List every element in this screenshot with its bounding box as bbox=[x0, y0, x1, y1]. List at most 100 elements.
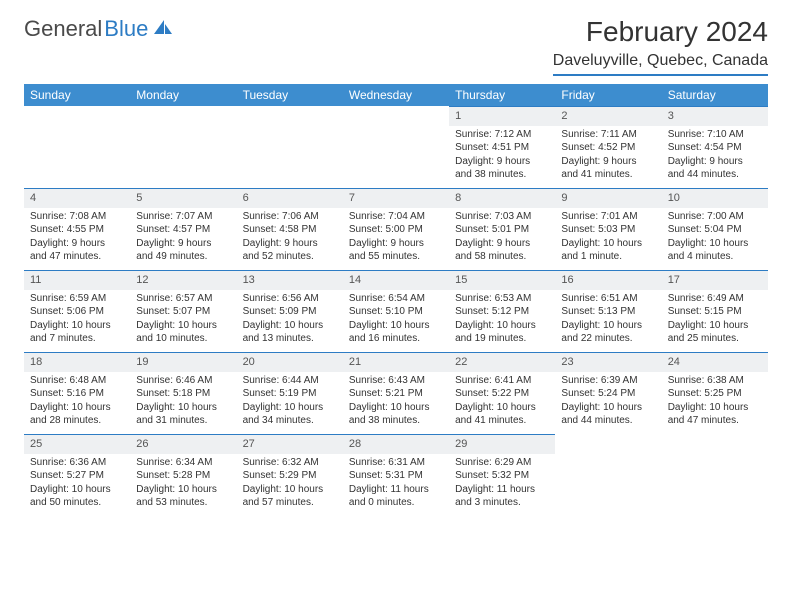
month-title: February 2024 bbox=[553, 16, 768, 48]
day-data: Sunrise: 7:08 AMSunset: 4:55 PMDaylight:… bbox=[24, 208, 130, 268]
sunset-line: Sunset: 5:12 PM bbox=[455, 305, 549, 319]
calendar-cell: .. bbox=[343, 106, 449, 188]
sunset-line: Sunset: 4:51 PM bbox=[455, 141, 549, 155]
day-data: Sunrise: 6:59 AMSunset: 5:06 PMDaylight:… bbox=[24, 290, 130, 350]
sunset-line: Sunset: 5:16 PM bbox=[30, 387, 124, 401]
daylight-line: Daylight: 9 hours and 38 minutes. bbox=[455, 155, 549, 182]
day-data: Sunrise: 7:11 AMSunset: 4:52 PMDaylight:… bbox=[555, 126, 661, 186]
day-header: Friday bbox=[555, 84, 661, 106]
sunrise-line: Sunrise: 7:12 AM bbox=[455, 128, 549, 142]
day-number: 24 bbox=[662, 352, 768, 372]
day-data: Sunrise: 6:54 AMSunset: 5:10 PMDaylight:… bbox=[343, 290, 449, 350]
sunrise-line: Sunrise: 6:39 AM bbox=[561, 374, 655, 388]
calendar-cell: 1Sunrise: 7:12 AMSunset: 4:51 PMDaylight… bbox=[449, 106, 555, 188]
daylight-line: Daylight: 10 hours and 13 minutes. bbox=[243, 319, 337, 346]
day-number: 11 bbox=[24, 270, 130, 290]
day-number: 1 bbox=[449, 106, 555, 126]
calendar-cell: 24Sunrise: 6:38 AMSunset: 5:25 PMDayligh… bbox=[662, 352, 768, 434]
calendar-cell: 29Sunrise: 6:29 AMSunset: 5:32 PMDayligh… bbox=[449, 434, 555, 516]
calendar-cell: 12Sunrise: 6:57 AMSunset: 5:07 PMDayligh… bbox=[130, 270, 236, 352]
calendar-cell: 4Sunrise: 7:08 AMSunset: 4:55 PMDaylight… bbox=[24, 188, 130, 270]
calendar-cell: 25Sunrise: 6:36 AMSunset: 5:27 PMDayligh… bbox=[24, 434, 130, 516]
day-number: 16 bbox=[555, 270, 661, 290]
calendar-cell: 7Sunrise: 7:04 AMSunset: 5:00 PMDaylight… bbox=[343, 188, 449, 270]
daylight-line: Daylight: 10 hours and 38 minutes. bbox=[349, 401, 443, 428]
day-header: Wednesday bbox=[343, 84, 449, 106]
day-number: 4 bbox=[24, 188, 130, 208]
sunset-line: Sunset: 5:01 PM bbox=[455, 223, 549, 237]
calendar-cell: 22Sunrise: 6:41 AMSunset: 5:22 PMDayligh… bbox=[449, 352, 555, 434]
daylight-line: Daylight: 9 hours and 41 minutes. bbox=[561, 155, 655, 182]
calendar-cell: .. bbox=[130, 106, 236, 188]
sunset-line: Sunset: 5:03 PM bbox=[561, 223, 655, 237]
sunrise-line: Sunrise: 6:46 AM bbox=[136, 374, 230, 388]
sail-icon bbox=[152, 16, 174, 42]
day-data: Sunrise: 6:29 AMSunset: 5:32 PMDaylight:… bbox=[449, 454, 555, 514]
sunrise-line: Sunrise: 7:03 AM bbox=[455, 210, 549, 224]
daylight-line: Daylight: 10 hours and 16 minutes. bbox=[349, 319, 443, 346]
calendar-cell: 6Sunrise: 7:06 AMSunset: 4:58 PMDaylight… bbox=[237, 188, 343, 270]
day-data: Sunrise: 7:03 AMSunset: 5:01 PMDaylight:… bbox=[449, 208, 555, 268]
daylight-line: Daylight: 10 hours and 4 minutes. bbox=[668, 237, 762, 264]
sunrise-line: Sunrise: 7:06 AM bbox=[243, 210, 337, 224]
day-header: Sunday bbox=[24, 84, 130, 106]
calendar-row: 11Sunrise: 6:59 AMSunset: 5:06 PMDayligh… bbox=[24, 270, 768, 352]
sunset-line: Sunset: 5:22 PM bbox=[455, 387, 549, 401]
sunrise-line: Sunrise: 7:01 AM bbox=[561, 210, 655, 224]
sunrise-line: Sunrise: 6:49 AM bbox=[668, 292, 762, 306]
calendar-row: ........1Sunrise: 7:12 AMSunset: 4:51 PM… bbox=[24, 106, 768, 188]
day-number: 28 bbox=[343, 434, 449, 454]
sunrise-line: Sunrise: 6:53 AM bbox=[455, 292, 549, 306]
day-data: Sunrise: 6:51 AMSunset: 5:13 PMDaylight:… bbox=[555, 290, 661, 350]
daylight-line: Daylight: 10 hours and 28 minutes. bbox=[30, 401, 124, 428]
calendar-table: SundayMondayTuesdayWednesdayThursdayFrid… bbox=[24, 84, 768, 516]
calendar-cell: 11Sunrise: 6:59 AMSunset: 5:06 PMDayligh… bbox=[24, 270, 130, 352]
sunset-line: Sunset: 5:19 PM bbox=[243, 387, 337, 401]
day-data: Sunrise: 6:49 AMSunset: 5:15 PMDaylight:… bbox=[662, 290, 768, 350]
day-number: 18 bbox=[24, 352, 130, 372]
daylight-line: Daylight: 10 hours and 7 minutes. bbox=[30, 319, 124, 346]
day-data: Sunrise: 7:12 AMSunset: 4:51 PMDaylight:… bbox=[449, 126, 555, 186]
daylight-line: Daylight: 9 hours and 49 minutes. bbox=[136, 237, 230, 264]
day-data: Sunrise: 6:41 AMSunset: 5:22 PMDaylight:… bbox=[449, 372, 555, 432]
daylight-line: Daylight: 10 hours and 50 minutes. bbox=[30, 483, 124, 510]
day-number: 14 bbox=[343, 270, 449, 290]
daylight-line: Daylight: 9 hours and 44 minutes. bbox=[668, 155, 762, 182]
day-header-row: SundayMondayTuesdayWednesdayThursdayFrid… bbox=[24, 84, 768, 106]
calendar-cell: .. bbox=[237, 106, 343, 188]
day-data: Sunrise: 6:43 AMSunset: 5:21 PMDaylight:… bbox=[343, 372, 449, 432]
daylight-line: Daylight: 11 hours and 3 minutes. bbox=[455, 483, 549, 510]
day-data: Sunrise: 6:38 AMSunset: 5:25 PMDaylight:… bbox=[662, 372, 768, 432]
sunrise-line: Sunrise: 6:29 AM bbox=[455, 456, 549, 470]
daylight-line: Daylight: 10 hours and 57 minutes. bbox=[243, 483, 337, 510]
calendar-cell: .. bbox=[24, 106, 130, 188]
day-number: 20 bbox=[237, 352, 343, 372]
day-data: Sunrise: 6:53 AMSunset: 5:12 PMDaylight:… bbox=[449, 290, 555, 350]
daylight-line: Daylight: 9 hours and 58 minutes. bbox=[455, 237, 549, 264]
daylight-line: Daylight: 9 hours and 47 minutes. bbox=[30, 237, 124, 264]
sunrise-line: Sunrise: 7:04 AM bbox=[349, 210, 443, 224]
sunset-line: Sunset: 4:55 PM bbox=[30, 223, 124, 237]
sunset-line: Sunset: 4:58 PM bbox=[243, 223, 337, 237]
daylight-line: Daylight: 10 hours and 22 minutes. bbox=[561, 319, 655, 346]
calendar-cell: 17Sunrise: 6:49 AMSunset: 5:15 PMDayligh… bbox=[662, 270, 768, 352]
calendar-cell: .. bbox=[662, 434, 768, 516]
daylight-line: Daylight: 9 hours and 55 minutes. bbox=[349, 237, 443, 264]
day-number: 9 bbox=[555, 188, 661, 208]
title-block: February 2024 Daveluyville, Quebec, Cana… bbox=[553, 16, 768, 76]
calendar-cell: 16Sunrise: 6:51 AMSunset: 5:13 PMDayligh… bbox=[555, 270, 661, 352]
day-data: Sunrise: 7:10 AMSunset: 4:54 PMDaylight:… bbox=[662, 126, 768, 186]
sunset-line: Sunset: 5:15 PM bbox=[668, 305, 762, 319]
calendar-body: ........1Sunrise: 7:12 AMSunset: 4:51 PM… bbox=[24, 106, 768, 516]
calendar-cell: 2Sunrise: 7:11 AMSunset: 4:52 PMDaylight… bbox=[555, 106, 661, 188]
sunrise-line: Sunrise: 6:56 AM bbox=[243, 292, 337, 306]
daylight-line: Daylight: 10 hours and 19 minutes. bbox=[455, 319, 549, 346]
sunset-line: Sunset: 5:31 PM bbox=[349, 469, 443, 483]
day-number: 26 bbox=[130, 434, 236, 454]
sunset-line: Sunset: 5:09 PM bbox=[243, 305, 337, 319]
day-data: Sunrise: 6:36 AMSunset: 5:27 PMDaylight:… bbox=[24, 454, 130, 514]
sunrise-line: Sunrise: 7:07 AM bbox=[136, 210, 230, 224]
day-data: Sunrise: 7:06 AMSunset: 4:58 PMDaylight:… bbox=[237, 208, 343, 268]
calendar-cell: 20Sunrise: 6:44 AMSunset: 5:19 PMDayligh… bbox=[237, 352, 343, 434]
sunset-line: Sunset: 5:00 PM bbox=[349, 223, 443, 237]
